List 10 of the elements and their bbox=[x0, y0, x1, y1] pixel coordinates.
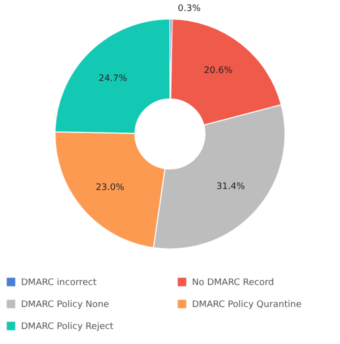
legend-label: No DMARC Record bbox=[192, 278, 274, 288]
data-label: 24.7% bbox=[98, 74, 128, 84]
legend-label: DMARC incorrect bbox=[21, 278, 97, 288]
data-label: 0.3% bbox=[178, 4, 202, 14]
legend-label: DMARC Policy Reject bbox=[21, 322, 114, 332]
data-label: 20.6% bbox=[204, 66, 233, 76]
data-label: 31.4% bbox=[216, 182, 246, 192]
data-label: 23.0% bbox=[96, 182, 125, 193]
legend-label: DMARC Policy Qurantine bbox=[192, 300, 302, 310]
legend-label: DMARC Policy None bbox=[21, 300, 110, 310]
